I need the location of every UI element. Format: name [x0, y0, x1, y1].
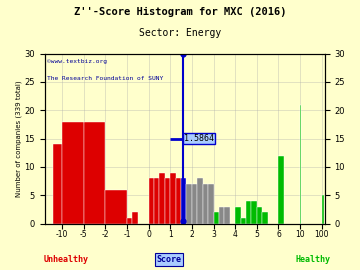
Text: 1.5864: 1.5864 [184, 134, 214, 143]
Text: Unhealthy: Unhealthy [43, 255, 88, 264]
Bar [159, 173, 165, 224]
Bar [186, 184, 192, 224]
Bar [213, 212, 219, 224]
Bar [279, 156, 284, 224]
Text: The Research Foundation of SUNY: The Research Foundation of SUNY [48, 76, 164, 81]
Bar [262, 212, 267, 224]
Bar [149, 178, 154, 224]
Text: Healthy: Healthy [295, 255, 330, 264]
Bar [240, 218, 246, 224]
Bar [192, 184, 197, 224]
Bar [132, 212, 138, 224]
Bar [170, 173, 176, 224]
Bar [127, 218, 132, 224]
Text: Sector: Energy: Sector: Energy [139, 28, 221, 38]
Bar [300, 104, 301, 224]
Text: Score: Score [157, 255, 182, 264]
Bar [62, 122, 84, 224]
Bar [235, 207, 240, 224]
Bar [154, 178, 159, 224]
Bar [53, 144, 62, 224]
Bar [208, 184, 213, 224]
Bar [84, 122, 105, 224]
Bar [257, 207, 262, 224]
Bar [322, 195, 324, 224]
Bar [181, 178, 186, 224]
Text: Z''-Score Histogram for MXC (2016): Z''-Score Histogram for MXC (2016) [74, 7, 286, 17]
Bar [251, 201, 257, 224]
Bar [246, 201, 251, 224]
Bar [224, 207, 230, 224]
Bar [203, 184, 208, 224]
Bar [219, 207, 224, 224]
Text: ©www.textbiz.org: ©www.textbiz.org [48, 59, 107, 64]
Bar [176, 178, 181, 224]
Bar [165, 178, 170, 224]
Y-axis label: Number of companies (339 total): Number of companies (339 total) [15, 80, 22, 197]
Bar [197, 178, 203, 224]
Bar [105, 190, 127, 224]
